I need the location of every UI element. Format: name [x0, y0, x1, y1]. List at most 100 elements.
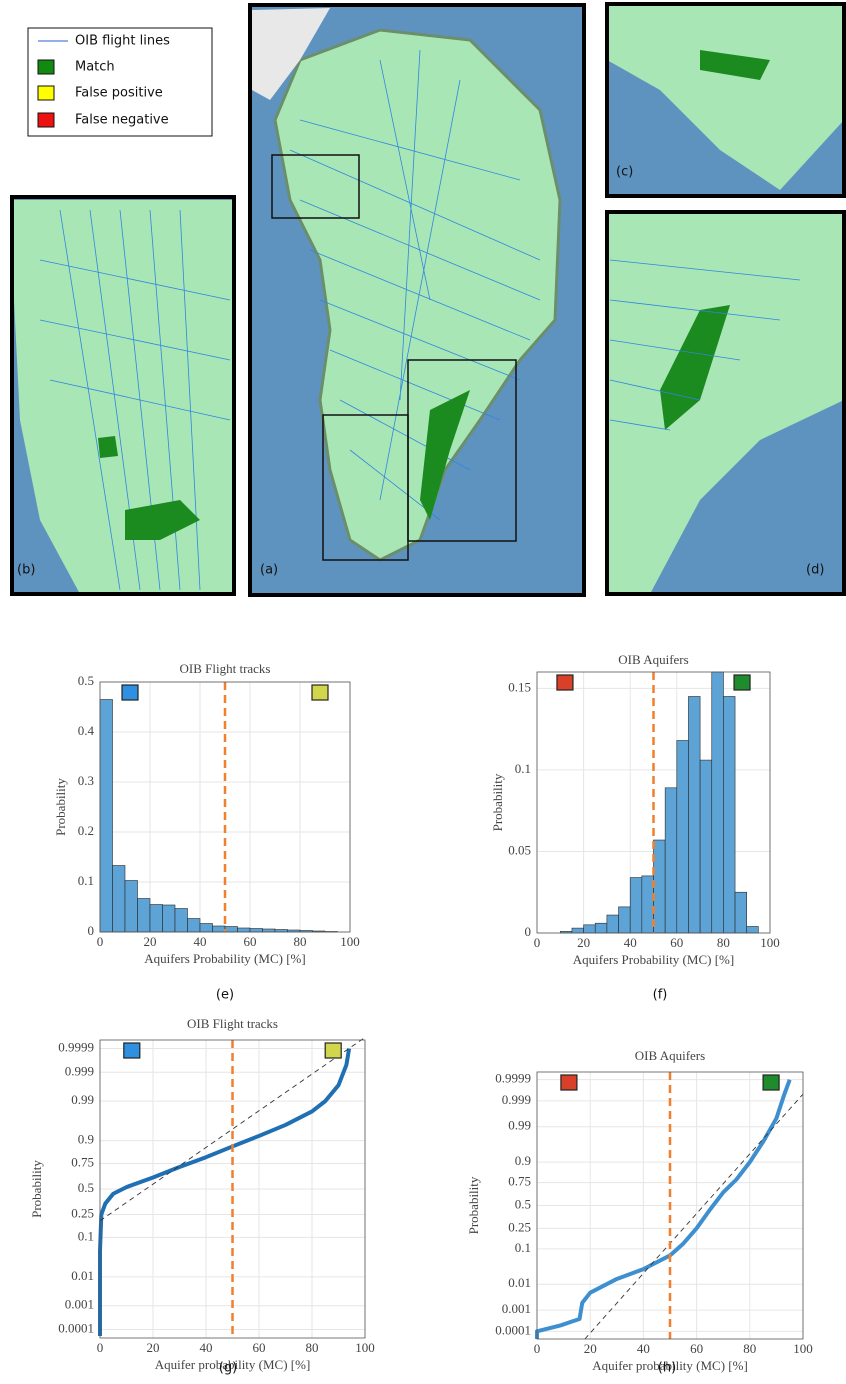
y-tick-label: 0.75: [71, 1155, 94, 1170]
y-tick-label: 0.3: [78, 773, 94, 788]
corner-mark: [121, 684, 139, 701]
y-tick-label: 0: [88, 923, 95, 938]
bar: [212, 925, 226, 933]
bar: [688, 696, 701, 934]
x-tick-label: 80: [743, 1341, 756, 1356]
panel-label: (f): [653, 988, 668, 1003]
bar: [112, 865, 126, 933]
aquifer: [700, 50, 770, 80]
chart-title: OIB Aquifers: [618, 652, 688, 667]
land: [12, 200, 234, 594]
legend-label: False positive: [75, 86, 163, 101]
y-axis-label: Probability: [466, 1176, 481, 1234]
y-tick-label: 0.1: [78, 873, 94, 888]
ellesmere: [252, 8, 330, 100]
y-tick-label: 0.9: [515, 1153, 531, 1168]
legend-label: Match: [75, 60, 115, 75]
map-frame: [605, 210, 846, 596]
x-tick-label: 20: [144, 934, 157, 949]
y-tick-label: 0.25: [508, 1219, 531, 1234]
y-tick-label: 0.5: [78, 673, 94, 688]
chart: 0 20 40 60 80 100 0 0.05 0.1 0.15 OIB Aquifers Aqui…: [490, 652, 780, 1003]
bar: [734, 891, 747, 934]
corner-mark: [123, 1042, 141, 1059]
y-axis-label: Probability: [53, 778, 68, 836]
data-line: [535, 1078, 792, 1339]
x-tick-label: 60: [690, 1341, 703, 1356]
land: [607, 212, 844, 594]
chart-title: OIB Flight tracks: [187, 1016, 278, 1031]
x-tick-label: 80: [717, 935, 730, 950]
x-tick-label: 60: [244, 934, 257, 949]
bar: [187, 918, 201, 933]
corner-mark: [762, 1074, 780, 1091]
x-tick-label: 80: [306, 1340, 319, 1355]
chart: 0 20 40 60 80 100 0.0001 0.001 0.01 0.1 0.25 0.5 0.7…: [466, 1048, 813, 1376]
bar: [571, 927, 584, 934]
flight-lines: [609, 259, 801, 431]
axes-frame: [99, 681, 351, 933]
bar: [606, 914, 619, 934]
bar: [641, 875, 654, 934]
panel-label: (e): [216, 988, 234, 1003]
x-tick-label: 40: [200, 1340, 213, 1355]
x-tick-label: 100: [760, 935, 780, 950]
x-tick-label: 80: [294, 934, 307, 949]
y-tick-label: 0.0001: [495, 1322, 531, 1337]
aquifer: [125, 500, 200, 540]
y-tick-label: 0.5: [515, 1196, 531, 1211]
x-tick-label: 40: [194, 934, 207, 949]
panel-label: (d): [806, 563, 824, 578]
x-axis-label: Aquifer probability (MC) [%]: [592, 1358, 748, 1373]
x-tick-label: 60: [670, 935, 683, 950]
bar: [699, 759, 713, 934]
bar: [162, 904, 176, 933]
panel-label: (h): [658, 1361, 676, 1376]
bar: [653, 839, 666, 934]
y-tick-label: 0: [525, 924, 532, 939]
aquifer: [98, 436, 118, 458]
x-axis-label: Aquifers Probability (MC) [%]: [144, 951, 305, 966]
y-tick-label: 0.999: [502, 1092, 531, 1107]
data-line: [98, 1048, 352, 1336]
x-tick-label: 20: [147, 1340, 160, 1355]
legend-swatch: [37, 59, 55, 75]
legend-swatch: [37, 112, 55, 128]
x-tick-label: 0: [534, 1341, 541, 1356]
x-tick-label: 40: [624, 935, 637, 950]
bar: [711, 671, 724, 934]
map-frame: [10, 195, 236, 596]
y-axis-label: Probability: [29, 1160, 44, 1218]
panel-label: (a): [260, 563, 278, 578]
x-tick-label: 100: [793, 1341, 813, 1356]
y-tick-label: 0.9: [78, 1132, 94, 1147]
corner-mark: [324, 1042, 342, 1059]
y-tick-label: 0.1: [515, 761, 531, 776]
y-tick-label: 0.9999: [58, 1039, 94, 1054]
bar: [199, 923, 213, 933]
y-tick-label: 0.001: [65, 1297, 94, 1312]
map-frame: [248, 3, 586, 597]
legend-swatch: [37, 85, 55, 101]
map-frame: [605, 2, 846, 198]
chart: 0 20 40 60 80 100 0 0.1 0.2 0.3 0.4 0.5 OIB Flight t…: [53, 661, 360, 1003]
bar: [174, 908, 188, 933]
panel-label: (b): [17, 563, 35, 578]
y-tick-label: 0.05: [508, 842, 531, 857]
y-tick-label: 0.0001: [58, 1320, 94, 1335]
aquifer: [660, 305, 730, 430]
y-tick-label: 0.25: [71, 1205, 94, 1220]
axes-frame: [536, 1071, 804, 1340]
maps: (a) (b) (c) (d) OIB flight lines Match F…: [10, 2, 846, 597]
corner-mark: [560, 1074, 578, 1091]
corner-mark: [733, 674, 751, 691]
bar: [594, 922, 608, 934]
bar: [664, 787, 678, 934]
y-tick-label: 0.99: [71, 1092, 94, 1107]
chart: 0 20 40 60 80 100 0.0001 0.001 0.01 0.1 0.25 0.5 0.7…: [29, 1016, 375, 1376]
bar: [124, 880, 138, 933]
aquifer: [420, 390, 470, 520]
legend-label: OIB flight lines: [75, 34, 170, 49]
